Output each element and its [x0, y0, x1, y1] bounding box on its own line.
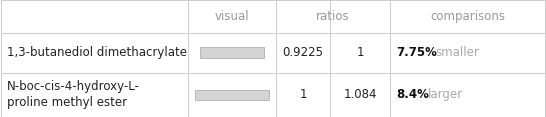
Text: 1.084: 1.084	[343, 88, 377, 101]
Text: larger: larger	[428, 88, 463, 101]
Text: N-boc-cis-4-hydroxy-L-: N-boc-cis-4-hydroxy-L-	[7, 80, 139, 93]
Text: comparisons: comparisons	[430, 10, 505, 23]
Text: 1,3-butanediol dimethacrylate: 1,3-butanediol dimethacrylate	[7, 46, 187, 59]
Text: 8.4%: 8.4%	[396, 88, 429, 101]
Text: 1: 1	[357, 46, 364, 59]
Text: smaller: smaller	[436, 46, 479, 59]
Text: visual: visual	[215, 10, 250, 23]
Text: 0.9225: 0.9225	[282, 46, 324, 59]
Bar	[195, 90, 269, 100]
Text: 1: 1	[299, 88, 307, 101]
Bar	[200, 47, 264, 58]
Text: proline methyl ester: proline methyl ester	[7, 96, 127, 110]
Text: ratios: ratios	[316, 10, 350, 23]
Text: 7.75%: 7.75%	[396, 46, 437, 59]
